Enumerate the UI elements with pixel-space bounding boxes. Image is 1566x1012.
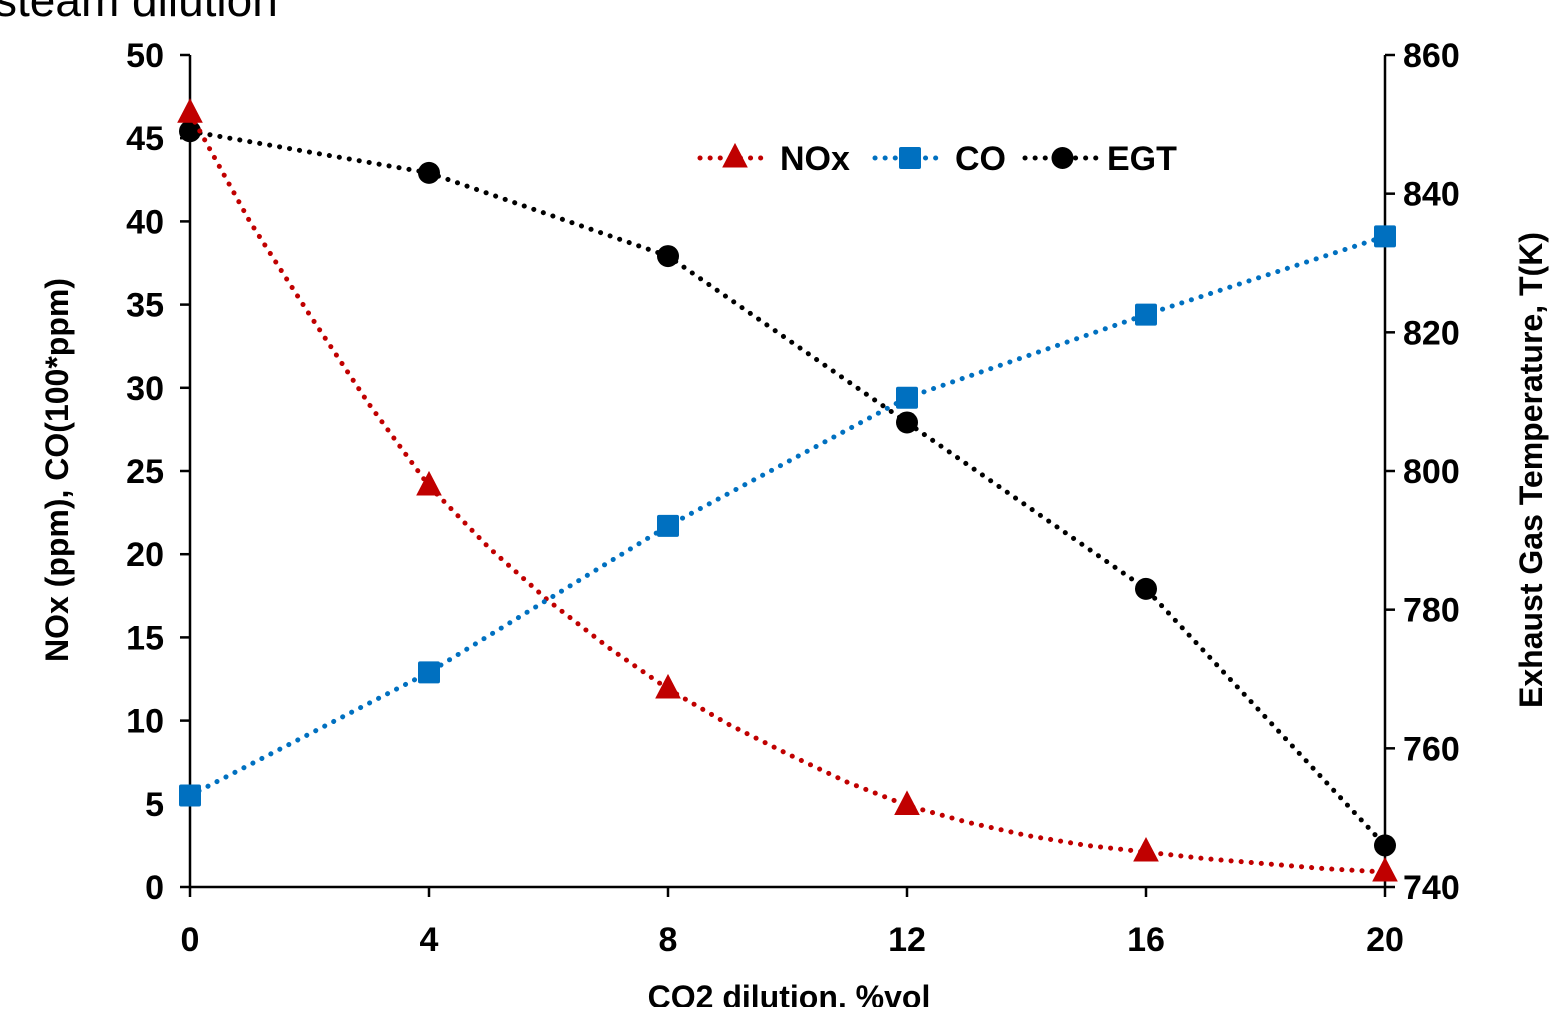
- y-tick-label-left: 50: [126, 37, 164, 75]
- y-tick-label-right: 760: [1403, 730, 1460, 768]
- x-tick-label: 4: [420, 921, 439, 959]
- series-egt: [179, 120, 1396, 857]
- legend-marker-egt: [1051, 147, 1074, 169]
- legend: NOx CO EGT: [697, 140, 1177, 178]
- legend-item-egt: EGT: [1022, 140, 1177, 178]
- y-axis-title-right: Exhaust Gas Temperature, T(K): [1513, 232, 1549, 708]
- data-point-co: [418, 661, 440, 684]
- x-axis-title: CO2 dilution, %vol: [648, 979, 931, 1007]
- data-point-co: [896, 386, 918, 409]
- y-tick-label-left: 15: [126, 619, 164, 657]
- data-point-nox: [655, 673, 681, 699]
- series-line-nox: [187, 110, 1388, 875]
- series-nox: [177, 98, 1398, 882]
- legend-marker-co: [899, 147, 921, 169]
- legend-label-co: CO: [955, 140, 1006, 178]
- data-point-egt: [896, 411, 918, 434]
- x-tick-label: 0: [181, 921, 200, 959]
- header-fragment: steam dilution: [0, 0, 278, 26]
- y-tick-label-left: 0: [145, 869, 164, 907]
- data-point-nox: [1372, 856, 1398, 882]
- y-tick-label-left: 25: [126, 453, 164, 491]
- data-point-co: [1135, 303, 1157, 326]
- y-tick-label-right: 740: [1403, 869, 1460, 907]
- data-point-nox: [894, 790, 920, 815]
- y-tick-label-left: 45: [126, 120, 164, 158]
- y-tick-label-left: 30: [126, 370, 164, 408]
- y-tick-label-left: 40: [126, 203, 164, 241]
- data-point-egt: [418, 161, 440, 184]
- axes: 0510152025303540455074076078080082084086…: [126, 37, 1460, 959]
- data-point-egt: [179, 120, 201, 143]
- data-point-egt: [1374, 834, 1396, 857]
- y-tick-label-right: 800: [1403, 453, 1460, 491]
- legend-label-nox: NOx: [780, 140, 850, 178]
- y-tick-label-left: 5: [145, 786, 164, 824]
- y-tick-label-right: 820: [1403, 314, 1460, 352]
- y-tick-label-right: 860: [1403, 37, 1460, 75]
- data-point-nox: [416, 470, 442, 496]
- y-tick-label-left: 20: [126, 536, 164, 574]
- data-point-egt: [657, 245, 679, 268]
- data-point-co: [657, 514, 679, 537]
- data-point-nox: [1133, 836, 1159, 862]
- y-axis-title-left: NOx (ppm), CO(100*ppm): [39, 278, 75, 662]
- data-point-nox: [177, 98, 203, 123]
- series-co: [179, 225, 1396, 807]
- legend-marker-nox: [722, 142, 748, 168]
- series-layer: [177, 98, 1398, 882]
- series-line-egt: [187, 128, 1388, 848]
- data-point-egt: [1135, 577, 1157, 600]
- y-tick-label-left: 10: [126, 703, 164, 741]
- legend-item-nox: NOx: [697, 140, 850, 178]
- y-tick-label-left: 35: [126, 287, 164, 325]
- x-tick-label: 20: [1366, 921, 1404, 959]
- legend-label-egt: EGT: [1107, 140, 1177, 178]
- x-tick-label: 12: [888, 921, 926, 959]
- x-tick-label: 8: [659, 921, 678, 959]
- data-point-co: [179, 784, 201, 807]
- legend-item-co: CO: [872, 140, 1006, 178]
- data-point-co: [1374, 225, 1396, 248]
- y-tick-label-right: 840: [1403, 176, 1460, 214]
- series-line-co: [187, 233, 1388, 798]
- y-tick-label-right: 780: [1403, 592, 1460, 630]
- x-tick-label: 16: [1127, 921, 1165, 959]
